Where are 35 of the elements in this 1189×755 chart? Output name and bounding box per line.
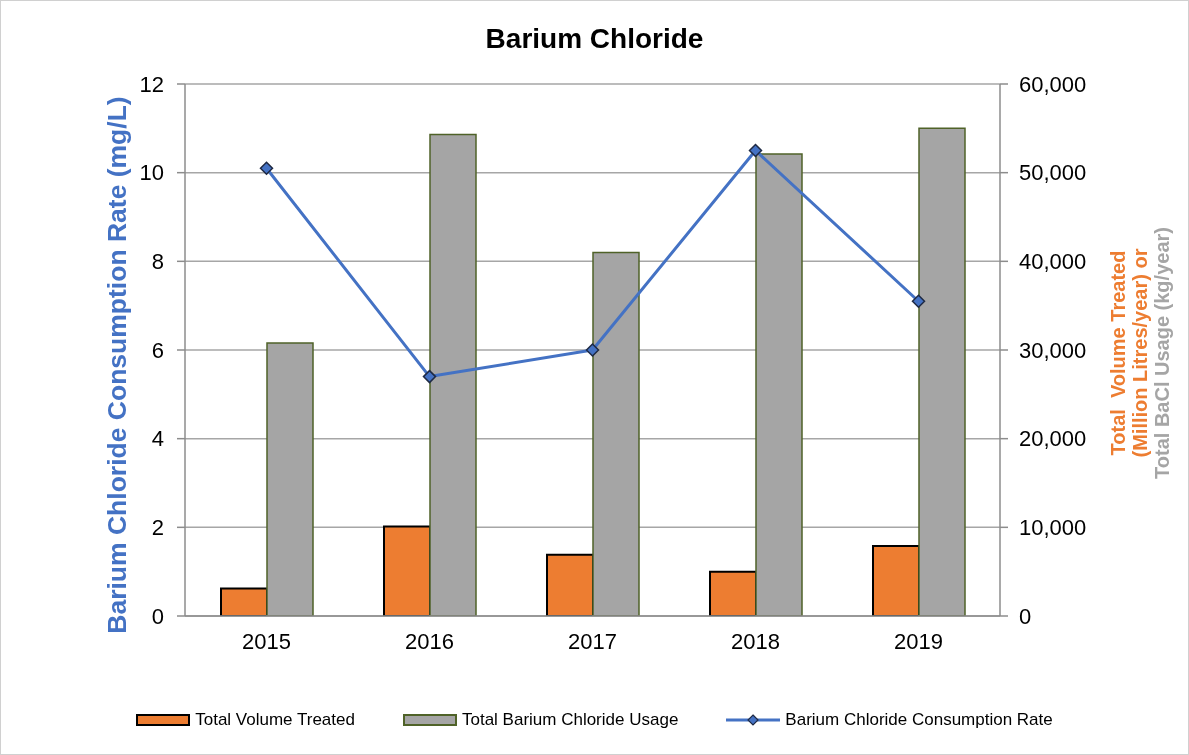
y2-tick-label: 30,000 — [1019, 337, 1087, 363]
y-tick-label: 10 — [139, 160, 164, 186]
point — [748, 143, 763, 158]
y-tick-label: 12 — [139, 71, 164, 97]
legend-label: Total Volume Treated — [195, 710, 355, 730]
point — [585, 343, 600, 357]
y2-tick-label: 10,000 — [1019, 515, 1087, 541]
x-tick-label: 2016 — [405, 628, 454, 654]
chart-title: Barium Chloride — [484, 23, 705, 55]
x-tick-label: 2017 — [568, 628, 617, 654]
x-tick-label: 2019 — [894, 628, 943, 654]
y-tick-label: 0 — [151, 603, 164, 629]
y2-tick-label: 40,000 — [1019, 249, 1087, 275]
y2-axis-title: Total Volume Treated (Million Litres/year) or Total BaCl Usage (kg/year) — [1107, 227, 1173, 479]
y2-tick-label: 0 — [1019, 603, 1032, 629]
bar — [383, 525, 431, 616]
point — [259, 161, 274, 175]
y-axis-title: Barium Chloride Consumption Rate (mg/L) — [101, 96, 133, 634]
y-tick-label: 6 — [151, 337, 164, 363]
y-tick-label: 8 — [151, 249, 164, 275]
bar — [709, 570, 757, 616]
bar — [546, 553, 594, 616]
x-tick-label: 2015 — [242, 628, 291, 654]
y2-tick-label: 20,000 — [1019, 426, 1087, 452]
legend-label: Total Barium Chloride Usage — [461, 710, 679, 730]
y2-tick-label: 50,000 — [1019, 160, 1087, 186]
y-tick-label: 4 — [151, 426, 164, 452]
point — [911, 294, 926, 308]
legend-label: Barium Chloride Consumption Rate — [785, 710, 1053, 730]
x-tick-label: 2018 — [731, 628, 780, 654]
y2-tick-label: 60,000 — [1019, 71, 1087, 97]
y-tick-label: 2 — [151, 515, 164, 541]
point — [422, 369, 437, 384]
bar — [220, 587, 268, 616]
bar — [872, 544, 920, 616]
